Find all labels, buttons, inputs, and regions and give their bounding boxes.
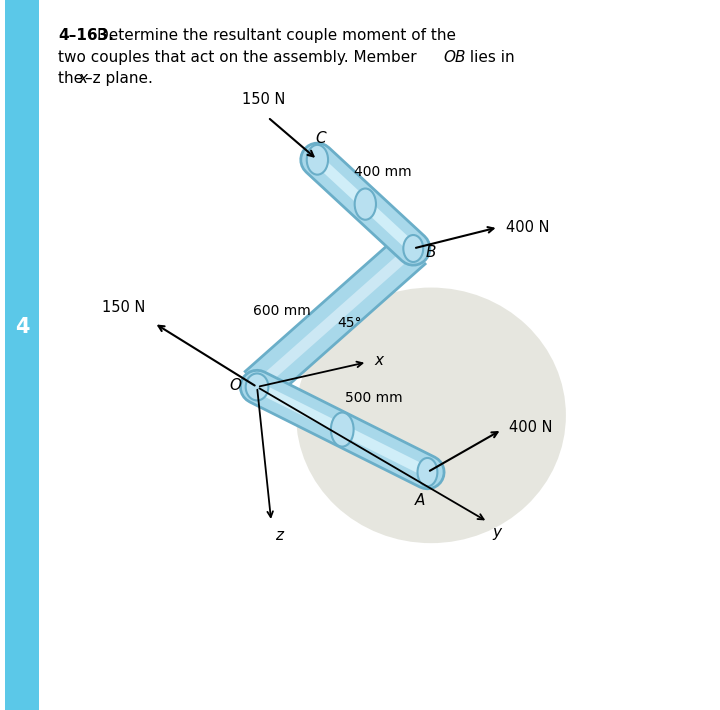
Ellipse shape <box>296 288 566 543</box>
Text: 150 N: 150 N <box>102 300 145 315</box>
Text: B: B <box>426 244 436 260</box>
Text: 400 N: 400 N <box>509 420 552 435</box>
Text: lies in: lies in <box>465 50 515 65</box>
Text: x: x <box>374 353 383 368</box>
Text: –z plane.: –z plane. <box>85 71 153 86</box>
Ellipse shape <box>403 235 423 262</box>
Ellipse shape <box>307 145 328 175</box>
Ellipse shape <box>331 413 354 447</box>
Text: z: z <box>275 528 283 542</box>
Text: 45°: 45° <box>337 316 361 330</box>
Text: 600 mm: 600 mm <box>253 304 311 317</box>
Text: O: O <box>230 378 241 393</box>
Text: 4–163.: 4–163. <box>58 28 114 43</box>
Text: 150 N: 150 N <box>243 92 286 106</box>
Ellipse shape <box>355 188 376 220</box>
Text: Determine the resultant couple moment of the: Determine the resultant couple moment of… <box>58 28 456 43</box>
Text: the: the <box>58 71 89 86</box>
Text: 400 N: 400 N <box>505 219 549 235</box>
Ellipse shape <box>246 373 269 400</box>
Text: y: y <box>492 525 502 540</box>
Text: 400 mm: 400 mm <box>354 165 412 179</box>
Text: x: x <box>78 71 88 86</box>
Bar <box>5 0 39 710</box>
Text: A: A <box>415 493 426 508</box>
Text: 4: 4 <box>15 317 30 337</box>
Text: C: C <box>315 131 326 146</box>
Text: two couples that act on the assembly. Member: two couples that act on the assembly. Me… <box>58 50 422 65</box>
Text: OB: OB <box>443 50 466 65</box>
Ellipse shape <box>418 458 437 486</box>
Text: 500 mm: 500 mm <box>346 391 403 405</box>
